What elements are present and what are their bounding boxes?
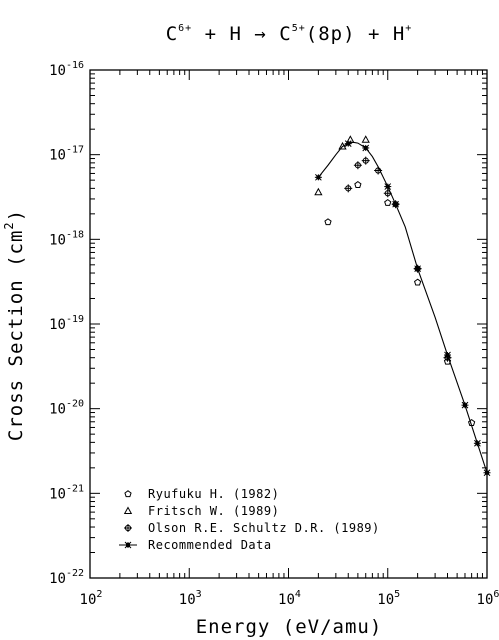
data-point-pentagon xyxy=(467,419,476,426)
legend-label: Ryufuku H. (1982) xyxy=(148,487,279,501)
x-tick-label: 106 xyxy=(477,589,499,608)
data-point-circle-plus xyxy=(374,166,383,175)
legend-item: Olson R.E. Schultz D.R. (1989) xyxy=(124,521,380,535)
y-tick-label: 10-20 xyxy=(49,399,84,418)
legend-label: Olson R.E. Schultz D.R. (1989) xyxy=(148,521,380,535)
x-tick-label: 105 xyxy=(377,589,400,608)
legend-item: Ryufuku H. (1982) xyxy=(124,487,279,501)
data-point-circle-plus xyxy=(353,161,362,170)
data-point-triangle xyxy=(346,135,355,143)
y-tick-label: 10-21 xyxy=(49,483,84,502)
data-point-circle-plus xyxy=(383,189,392,198)
y-tick-label: 10-22 xyxy=(49,568,84,587)
data-point-circle-plus xyxy=(361,156,370,165)
data-point-star-line xyxy=(344,140,352,147)
data-point-triangle xyxy=(314,187,323,196)
data-point-circle-plus xyxy=(344,184,353,193)
recommended-data-curve xyxy=(317,141,488,473)
y-axis-label: Cross Section (cm2) xyxy=(2,209,27,441)
data-point-star-line xyxy=(473,439,481,447)
data-markers xyxy=(314,135,491,477)
data-point-star-line xyxy=(392,200,400,208)
data-point-star-line xyxy=(384,183,392,190)
recommended-curve-layer xyxy=(317,141,488,473)
legend-marker-circle-plus xyxy=(124,524,132,532)
data-point-star-line xyxy=(483,469,491,477)
y-tick-label: 10-18 xyxy=(49,229,84,248)
legend-label: Recommended Data xyxy=(148,538,272,552)
legend-marker-triangle xyxy=(123,506,133,514)
plot-area-frame xyxy=(89,69,488,579)
data-point-star-line xyxy=(314,173,322,181)
data-point-star-line xyxy=(362,144,370,152)
axis-ticks xyxy=(89,69,488,579)
legend-item: Fritsch W. (1989) xyxy=(123,504,279,518)
y-tick-label: 10-16 xyxy=(49,60,84,79)
data-point-star-line xyxy=(461,401,469,409)
data-point-pentagon xyxy=(443,357,452,365)
chart-title: C6+​ + H → C5+​(8p) + H+​ xyxy=(166,23,413,45)
y-tick-label: 10-19 xyxy=(49,314,84,333)
data-point-triangle xyxy=(338,141,347,150)
legend-item: Recommended Data xyxy=(119,538,272,552)
data-point-star-line xyxy=(414,265,422,273)
legend-label: Fritsch W. (1989) xyxy=(148,504,279,518)
data-point-pentagon xyxy=(384,198,392,206)
data-point-star-line xyxy=(444,351,452,359)
y-tick-label: 10-17 xyxy=(49,145,84,164)
data-point-triangle xyxy=(361,135,370,143)
x-tick-label: 103 xyxy=(179,589,202,608)
x-tick-label: 102 xyxy=(80,589,103,608)
legend-marker-pentagon xyxy=(124,490,132,498)
data-point-pentagon xyxy=(413,278,422,286)
y-tick-labels: 10-22 10-21 10-20 10-19 10-18 10-17 10-16 xyxy=(49,60,84,587)
x-axis-label: Energy (eV/amu) xyxy=(196,616,383,638)
x-tick-label: 104 xyxy=(278,589,301,608)
data-point-pentagon xyxy=(354,181,362,188)
x-tick-labels: 102 103 104 105 106 xyxy=(80,589,499,608)
legend: Ryufuku H. (1982) Fritsch W. (1989) Olson … xyxy=(119,487,380,552)
legend-marker-star-line xyxy=(124,541,132,549)
data-point-pentagon xyxy=(324,218,332,226)
